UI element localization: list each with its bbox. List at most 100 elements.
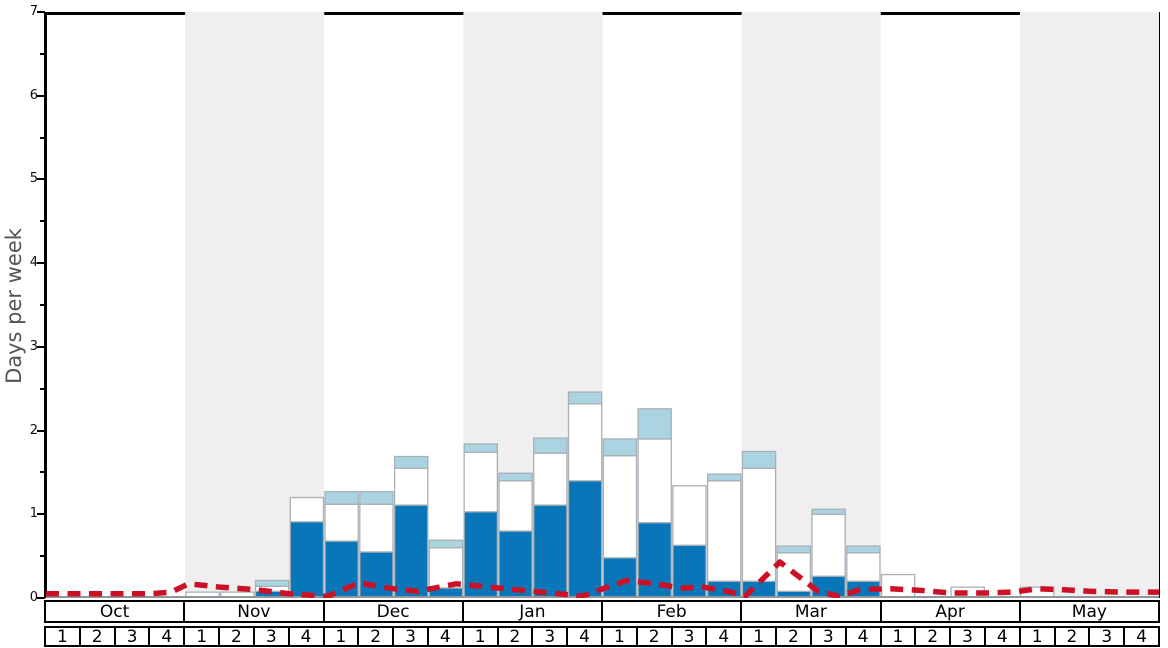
bar-segment-dark-blue-days [533, 504, 568, 598]
week-cell-mar-1: 1 [742, 628, 778, 645]
bar-segment-light-blue-days [393, 455, 429, 469]
month-cell-oct: Oct [46, 602, 186, 621]
month-band-may [1019, 12, 1159, 598]
bar-segment-light-blue-days [637, 408, 672, 440]
y-tick-label: 1 [29, 506, 38, 522]
month-cell-nov: Nov [185, 602, 325, 621]
y-tick-label: 4 [29, 255, 38, 271]
week-cell-feb-4: 4 [707, 628, 743, 645]
bar-segment-dark-blue-days [567, 480, 603, 598]
bar-segment-light-blue-days [846, 545, 881, 554]
y-minor-tick [40, 136, 45, 139]
week-cell-oct-1: 1 [46, 628, 81, 645]
y-major-tick [37, 262, 45, 265]
week-cell-feb-1: 1 [603, 628, 638, 645]
y-major-tick [37, 11, 45, 13]
y-axis-title: Days per week [2, 228, 26, 384]
bar-segment-white-days [567, 403, 603, 482]
bar-segment-light-blue-days [567, 391, 603, 405]
y-major-tick [37, 597, 45, 599]
y-major-tick [37, 345, 45, 348]
plot-area [46, 12, 1159, 598]
bar-segment-dark-blue-days [602, 557, 638, 598]
week-cell-apr-2: 2 [916, 628, 952, 645]
week-cell-nov-4: 4 [290, 628, 325, 645]
week-cell-may-1: 1 [1021, 628, 1056, 645]
y-tick-label: 6 [29, 87, 38, 103]
month-axis-row: Oct Nov Dec Jan Feb Mar Apr May [44, 600, 1160, 623]
week-cell-oct-2: 2 [81, 628, 116, 645]
y-minor-tick [40, 471, 45, 474]
month-cell-may: May [1071, 602, 1107, 621]
bar-segment-white-days [289, 496, 325, 523]
bar-segment-light-blue-days [602, 438, 638, 457]
week-cell-may-3: 3 [1090, 628, 1126, 645]
week-cell-dec-4: 4 [429, 628, 464, 645]
bar-segment-white-days [498, 480, 533, 532]
bar-segment-light-blue-days [811, 508, 846, 515]
y-axis-line [44, 12, 47, 598]
week-cell-jan-3: 3 [533, 628, 569, 645]
month-cell-dec: Dec [325, 602, 464, 621]
week-cell-apr-4: 4 [986, 628, 1021, 645]
bar-segment-light-blue-days [533, 437, 568, 454]
bar-segment-dark-blue-days [289, 521, 325, 598]
bar-segment-light-blue-days [706, 473, 742, 482]
y-minor-tick [40, 220, 45, 223]
week-cell-nov-3: 3 [255, 628, 290, 645]
week-cell-mar-2: 2 [777, 628, 812, 645]
week-cell-mar-4: 4 [847, 628, 882, 645]
bar-segment-white-days [637, 438, 672, 524]
y-tick-label: 5 [29, 171, 38, 187]
y-major-tick [37, 429, 45, 432]
week-cell-may-4: 4 [1136, 628, 1147, 645]
month-cell-apr: Apr [882, 602, 1021, 621]
bar-segment-white-days [359, 503, 394, 553]
bar-segment-white-days [741, 467, 777, 582]
week-cell-dec-1: 1 [325, 628, 360, 645]
bar-segment-white-days [463, 451, 499, 513]
week-cell-jan-1: 1 [464, 628, 499, 645]
bar-segment-light-blue-days [254, 579, 290, 587]
bar-segment-dark-blue-days [393, 504, 429, 598]
bar-segment-white-days [185, 591, 220, 598]
bar-segment-white-days [846, 552, 881, 582]
bar-segment-dark-blue-days [324, 540, 359, 598]
y-minor-tick [40, 52, 45, 55]
bar-segment-light-blue-days [324, 491, 359, 505]
y-tick-label: 2 [29, 422, 38, 438]
week-cell-jan-4: 4 [568, 628, 603, 645]
bar-segment-white-days [602, 455, 638, 559]
bar-segment-dark-blue-days [672, 544, 707, 598]
week-cell-dec-2: 2 [359, 628, 395, 645]
bar-segment-white-days [706, 480, 742, 582]
bar-segment-light-blue-days [498, 472, 533, 482]
week-cell-nov-2: 2 [220, 628, 255, 645]
week-cell-may-2: 2 [1056, 628, 1091, 645]
week-cell-oct-4: 4 [150, 628, 186, 645]
bar-segment-light-blue-days [463, 443, 499, 453]
bar-segment-white-days [393, 467, 429, 506]
week-cell-nov-1: 1 [185, 628, 221, 645]
y-tick-label: 7 [29, 4, 38, 19]
week-cell-oct-3: 3 [116, 628, 151, 645]
month-cell-feb: Feb [603, 602, 743, 621]
bar-segment-white-days [811, 513, 846, 577]
bar-segment-dark-blue-days [359, 551, 394, 598]
week-cell-dec-3: 3 [394, 628, 429, 645]
y-minor-tick [40, 387, 45, 390]
bar-segment-light-blue-days [359, 491, 394, 505]
y-major-tick [37, 513, 45, 516]
week-cell-mar-3: 3 [812, 628, 847, 645]
bar-segment-light-blue-days [776, 545, 812, 554]
y-major-tick [37, 178, 45, 181]
plot-right-border [1158, 12, 1160, 598]
bar-segment-light-blue-days [428, 539, 464, 549]
week-cell-feb-2: 2 [638, 628, 673, 645]
y-tick-label: 3 [29, 338, 38, 354]
y-minor-tick [40, 304, 45, 306]
bar-segment-white-days [324, 503, 359, 542]
week-cell-apr-3: 3 [951, 628, 986, 645]
